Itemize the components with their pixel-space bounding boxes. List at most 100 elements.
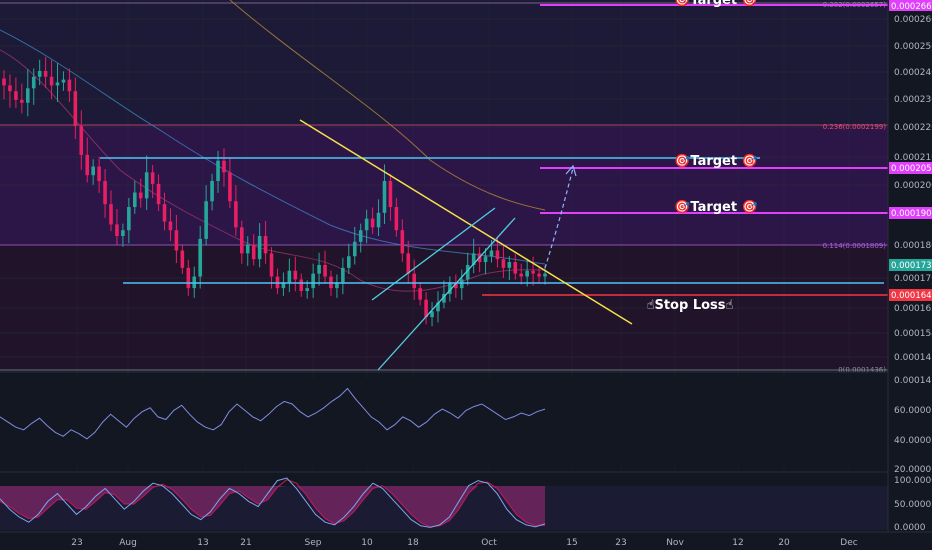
candle: [352, 226, 357, 265]
time-tick: 15: [566, 538, 577, 548]
candle: [245, 236, 250, 266]
price-tick: 0.0001700: [894, 274, 932, 284]
candle: [138, 178, 143, 208]
time-tick: Oct: [481, 538, 497, 548]
candle: [430, 302, 434, 327]
price-tick: 0.0002200: [894, 123, 932, 133]
candle: [251, 234, 256, 266]
rsi-pane[interactable]: [0, 378, 888, 466]
moving-average-slow: [229, 0, 546, 211]
candle: [2, 70, 6, 100]
candle: [454, 274, 458, 298]
candle: [483, 247, 488, 275]
time-tick: 13: [197, 538, 208, 548]
candle: [240, 220, 244, 264]
price-tick: 0.0002600: [894, 15, 932, 25]
candle: [103, 169, 107, 218]
candle: [358, 223, 363, 253]
candle: [234, 185, 238, 237]
wedge-upper-line[interactable]: [371, 207, 496, 301]
candle: [204, 185, 208, 246]
fib-label-0: 0(0.0001436): [838, 366, 886, 374]
stoch-tick: 50.0000: [894, 500, 931, 510]
target-annotation-1: 🎯Target 🎯: [674, 199, 758, 215]
candle: [20, 83, 24, 114]
candle: [150, 165, 155, 199]
svg-text:0.0001903: 0.0001903: [891, 209, 932, 219]
candle: [198, 226, 202, 289]
price-badge-target-2: 0.0002053: [889, 162, 932, 174]
candle: [424, 292, 428, 325]
candle: [168, 208, 173, 242]
stoch-k-line: [0, 477, 546, 528]
candle: [317, 252, 321, 286]
projection-arrow-line: [544, 167, 574, 269]
candle: [299, 273, 304, 297]
candle: [127, 197, 131, 244]
candle: [465, 252, 470, 286]
price-tick: 0.0001470: [894, 353, 932, 363]
fib-zone-upper: [0, 0, 888, 125]
candle: [448, 276, 452, 302]
time-tick: 10: [361, 538, 373, 548]
candle: [382, 164, 387, 225]
fib-label-0114: 0.114(0.0001809): [823, 242, 887, 250]
candle: [394, 197, 399, 237]
time-tick: 21: [240, 538, 251, 548]
candle: [281, 272, 286, 296]
candle: [459, 269, 464, 300]
candle: [115, 209, 119, 245]
time-tick: 23: [615, 538, 626, 548]
time-tick: Sep: [305, 538, 322, 548]
descending-trendline[interactable]: [299, 119, 633, 325]
moving-average-fast: [0, 29, 546, 265]
stoch-d-line: [0, 479, 546, 528]
candle: [495, 237, 500, 268]
price-tick: 0.0002500: [894, 42, 932, 52]
candle: [442, 280, 446, 309]
wedge-lower-line[interactable]: [377, 217, 516, 371]
candle: [388, 173, 393, 221]
target-annotation-2: 🎯Target 🎯: [674, 153, 758, 169]
candle: [79, 110, 84, 170]
stop-loss-annotation: ☝Stop Loss☝: [647, 298, 734, 313]
candle: [370, 207, 375, 234]
candle: [471, 238, 476, 274]
candle: [31, 68, 36, 105]
price-badge-stop-loss: 0.0001648: [889, 289, 932, 301]
candle: [186, 259, 191, 296]
stoch-tick: 100.0000: [894, 476, 932, 486]
projection-arrow-head: [565, 164, 577, 177]
time-tick: 12: [732, 538, 743, 548]
stoch-fill-area: [0, 486, 545, 527]
candle: [67, 68, 72, 103]
candle: [228, 157, 232, 209]
candle: [507, 255, 512, 281]
candle: [543, 265, 547, 285]
candle: [412, 259, 417, 300]
time-tick: 20: [778, 538, 790, 548]
rsi-line: [0, 387, 546, 440]
time-tick: Aug: [119, 538, 137, 548]
candle: [311, 263, 315, 298]
candle: [85, 137, 90, 183]
svg-text:0.0002053: 0.0002053: [891, 164, 932, 174]
price-tick: 0.0001800: [894, 241, 932, 251]
fib-label-0236: 0.236(0.0002199): [823, 123, 887, 131]
rsi-tick: 40.0000: [894, 436, 931, 446]
price-tick: 0.0001540: [894, 329, 932, 339]
candle: [14, 77, 18, 108]
candle: [287, 258, 292, 293]
candle: [156, 174, 161, 211]
price-badge-target-3: 0.0002665: [889, 0, 932, 12]
candle: [335, 274, 339, 298]
candle: [263, 220, 268, 264]
candle: [174, 214, 179, 264]
target-annotation-3: 🎯Target 🎯: [674, 0, 758, 8]
candle: [8, 74, 12, 108]
candle: [73, 77, 78, 139]
time-axis[interactable]: [0, 532, 932, 550]
candle: [400, 219, 405, 262]
price-badge-current: 0.0001733: [889, 259, 932, 271]
